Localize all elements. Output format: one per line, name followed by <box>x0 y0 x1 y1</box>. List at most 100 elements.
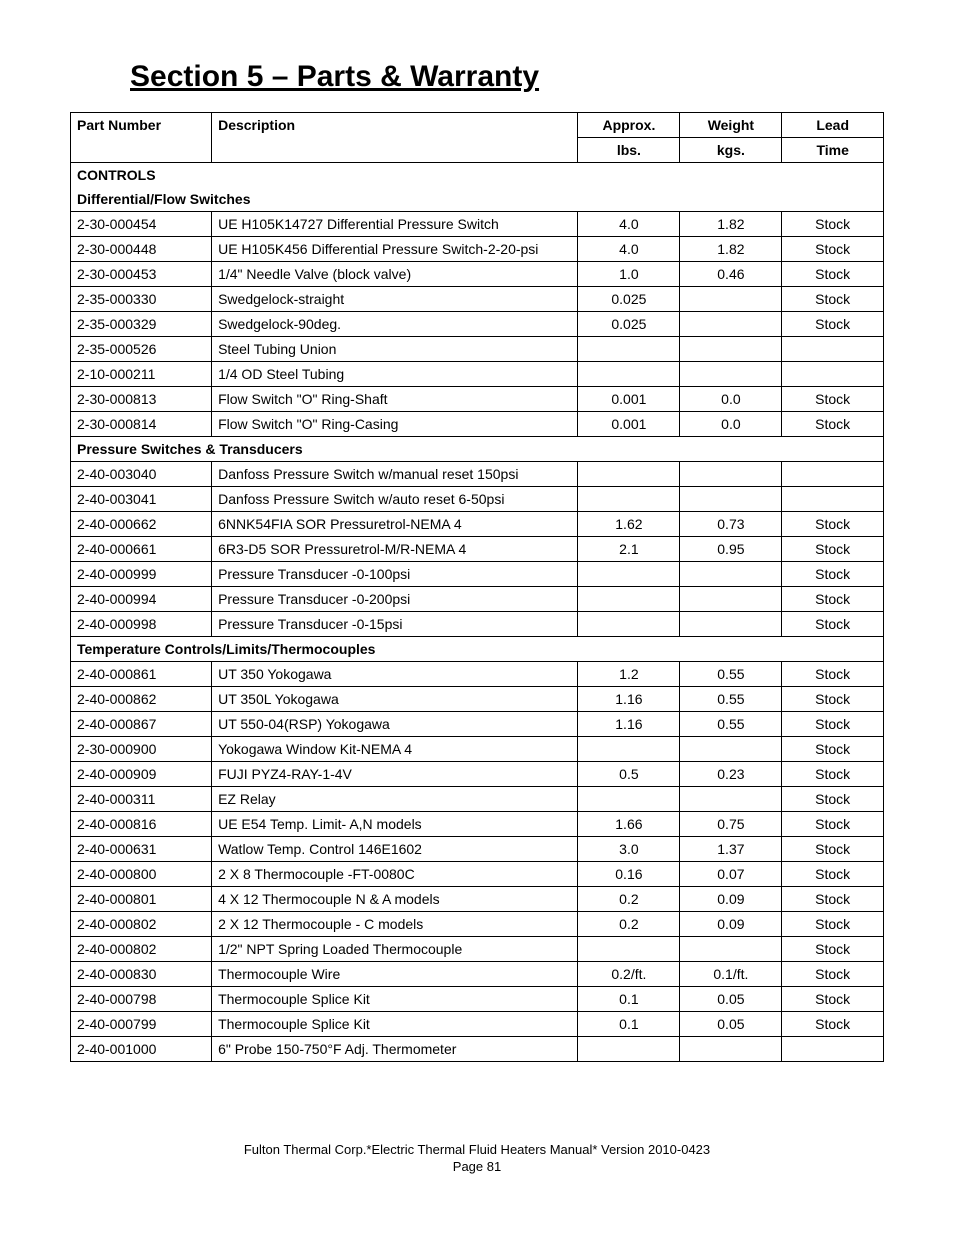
section-heading-row: CONTROLS <box>71 163 884 188</box>
cell-lbs: 1.66 <box>578 812 680 837</box>
cell-kgs: 0.07 <box>680 862 782 887</box>
cell-lead-time: Stock <box>782 287 884 312</box>
table-row: 2-40-000861UT 350 Yokogawa1.20.55Stock <box>71 662 884 687</box>
cell-lead-time: Stock <box>782 687 884 712</box>
cell-part-number: 2-40-000909 <box>71 762 212 787</box>
cell-kgs: 0.09 <box>680 887 782 912</box>
cell-part-number: 2-35-000330 <box>71 287 212 312</box>
cell-lbs: 0.1 <box>578 1012 680 1037</box>
cell-lead-time: Stock <box>782 662 884 687</box>
subsection-heading: Temperature Controls/Limits/Thermocouple… <box>71 637 884 662</box>
col-approx: Approx. <box>578 113 680 138</box>
cell-kgs <box>680 312 782 337</box>
cell-lead-time: Stock <box>782 712 884 737</box>
subsection-heading: Differential/Flow Switches <box>71 187 884 212</box>
cell-kgs: 0.1/ft. <box>680 962 782 987</box>
table-row: 2-40-000830Thermocouple Wire0.2/ft.0.1/f… <box>71 962 884 987</box>
cell-kgs: 0.09 <box>680 912 782 937</box>
col-lead: Lead <box>782 113 884 138</box>
cell-lbs: 0.001 <box>578 412 680 437</box>
cell-lead-time: Stock <box>782 787 884 812</box>
cell-lead-time: Stock <box>782 237 884 262</box>
cell-lbs: 0.5 <box>578 762 680 787</box>
cell-kgs <box>680 1037 782 1062</box>
cell-lead-time: Stock <box>782 862 884 887</box>
col-weight: Weight <box>680 113 782 138</box>
cell-description: 1/4" Needle Valve (block valve) <box>212 262 578 287</box>
cell-description: Swedgelock-straight <box>212 287 578 312</box>
table-row: 2-40-0006626NNK54FIA SOR Pressuretrol-NE… <box>71 512 884 537</box>
cell-kgs <box>680 562 782 587</box>
cell-lead-time: Stock <box>782 312 884 337</box>
cell-part-number: 2-40-000798 <box>71 987 212 1012</box>
cell-lead-time: Stock <box>782 612 884 637</box>
cell-lead-time: Stock <box>782 262 884 287</box>
cell-description: 2 X 8 Thermocouple -FT-0080C <box>212 862 578 887</box>
cell-description: FUJI PYZ4-RAY-1-4V <box>212 762 578 787</box>
cell-description: 6R3-D5 SOR Pressuretrol-M/R-NEMA 4 <box>212 537 578 562</box>
cell-lbs: 0.025 <box>578 287 680 312</box>
table-row: 2-40-0008002 X 8 Thermocouple -FT-0080C 0… <box>71 862 884 887</box>
table-body: CONTROLSDifferential/Flow Switches2-30-0… <box>71 163 884 1062</box>
cell-part-number: 2-40-000800 <box>71 862 212 887</box>
page-footer: Fulton Thermal Corp.*Electric Thermal Fl… <box>70 1142 884 1176</box>
table-row: 2-40-0010006" Probe 150-750°F Adj. Therm… <box>71 1037 884 1062</box>
cell-part-number: 2-40-000662 <box>71 512 212 537</box>
cell-part-number: 2-40-000661 <box>71 537 212 562</box>
cell-lead-time: Stock <box>782 962 884 987</box>
subsection-heading-row: Temperature Controls/Limits/Thermocouple… <box>71 637 884 662</box>
cell-lbs <box>578 787 680 812</box>
cell-kgs <box>680 487 782 512</box>
table-row: 2-40-000816UE E54 Temp. Limit- A,N model… <box>71 812 884 837</box>
cell-lbs: 0.1 <box>578 987 680 1012</box>
table-row: 2-40-000799Thermocouple Splice Kit0.10.0… <box>71 1012 884 1037</box>
cell-lbs <box>578 612 680 637</box>
cell-kgs: 0.46 <box>680 262 782 287</box>
cell-kgs: 1.82 <box>680 237 782 262</box>
cell-lead-time: Stock <box>782 212 884 237</box>
cell-part-number: 2-40-000311 <box>71 787 212 812</box>
cell-description: UT 550-04(RSP) Yokogawa <box>212 712 578 737</box>
cell-description: 6NNK54FIA SOR Pressuretrol-NEMA 4 <box>212 512 578 537</box>
cell-part-number: 2-30-000453 <box>71 262 212 287</box>
cell-description: Pressure Transducer -0-100psi <box>212 562 578 587</box>
cell-part-number: 2-35-000329 <box>71 312 212 337</box>
cell-lead-time: Stock <box>782 562 884 587</box>
cell-part-number: 2-40-000867 <box>71 712 212 737</box>
cell-lead-time: Stock <box>782 912 884 937</box>
table-row: 2-40-000909FUJI PYZ4-RAY-1-4V0.50.23Stoc… <box>71 762 884 787</box>
table-row: 2-40-0008014 X 12 Thermocouple N & A mod… <box>71 887 884 912</box>
subsection-heading: Pressure Switches & Transducers <box>71 437 884 462</box>
cell-description: Watlow Temp. Control 146E1602 <box>212 837 578 862</box>
col-lbs: lbs. <box>578 138 680 163</box>
table-row: 2-40-000631Watlow Temp. Control 146E1602… <box>71 837 884 862</box>
section-heading: CONTROLS <box>71 163 884 188</box>
cell-lead-time: Stock <box>782 412 884 437</box>
cell-kgs: 0.23 <box>680 762 782 787</box>
cell-part-number: 2-40-000631 <box>71 837 212 862</box>
cell-lbs: 1.0 <box>578 262 680 287</box>
footer-line1: Fulton Thermal Corp.*Electric Thermal Fl… <box>70 1142 884 1159</box>
cell-lead-time: Stock <box>782 762 884 787</box>
cell-lbs: 0.2 <box>578 887 680 912</box>
cell-part-number: 2-30-000900 <box>71 737 212 762</box>
cell-kgs <box>680 612 782 637</box>
cell-description: Thermocouple Splice Kit <box>212 1012 578 1037</box>
cell-lbs: 1.16 <box>578 687 680 712</box>
cell-lead-time <box>782 337 884 362</box>
cell-description: UE H105K456 Differential Pressure Switch… <box>212 237 578 262</box>
table-row: 2-40-000994Pressure Transducer -0-200psi… <box>71 587 884 612</box>
cell-part-number: 2-30-000454 <box>71 212 212 237</box>
cell-part-number: 2-35-000526 <box>71 337 212 362</box>
cell-description: 1/2" NPT Spring Loaded Thermocouple <box>212 937 578 962</box>
cell-kgs <box>680 737 782 762</box>
cell-lead-time: Stock <box>782 937 884 962</box>
table-header: Part Number Description Approx. Weight L… <box>71 113 884 163</box>
cell-kgs: 0.55 <box>680 687 782 712</box>
cell-kgs: 0.0 <box>680 387 782 412</box>
cell-description: Flow Switch "O" Ring-Casing <box>212 412 578 437</box>
cell-kgs <box>680 587 782 612</box>
cell-description: 6" Probe 150-750°F Adj. Thermometer <box>212 1037 578 1062</box>
table-row: 2-30-000900Yokogawa Window Kit-NEMA 4Sto… <box>71 737 884 762</box>
table-row: 2-30-000448UE H105K456 Differential Pres… <box>71 237 884 262</box>
